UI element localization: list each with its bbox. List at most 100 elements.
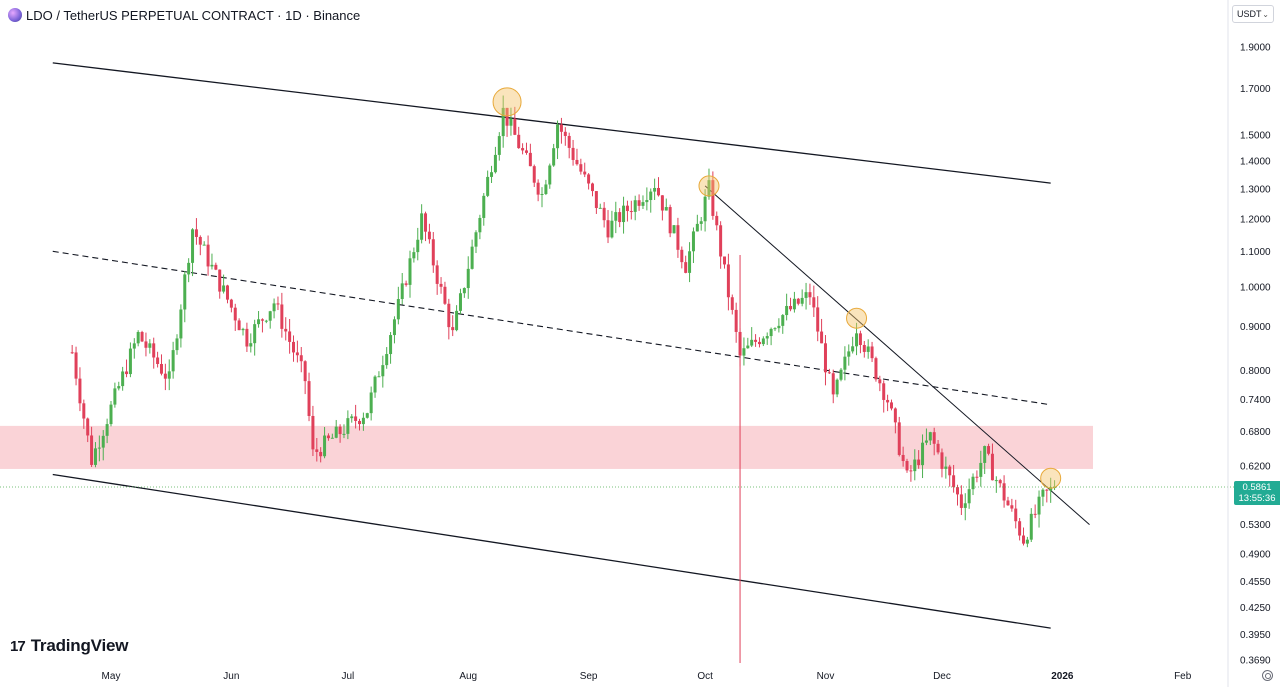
candle-body (144, 341, 148, 348)
price-tick-label: 0.7400 (1240, 395, 1271, 406)
candle-body (800, 297, 804, 304)
candle-body (734, 309, 738, 332)
candle-body (847, 351, 851, 357)
candle-body (843, 356, 847, 370)
mid-channel-line (52, 250, 1051, 406)
candle-body (889, 402, 893, 409)
candle-body (470, 246, 474, 269)
candle-body (870, 346, 874, 359)
candle-body (513, 118, 517, 135)
candle-body (924, 440, 928, 443)
candle-body (420, 213, 424, 240)
candle-body (789, 305, 793, 310)
candle-body (517, 134, 521, 149)
candle-body (757, 341, 761, 345)
candle-body (74, 352, 78, 379)
candle-body (633, 200, 637, 212)
candle-body (618, 212, 622, 223)
candle-body (971, 476, 975, 490)
candle-body (443, 286, 447, 304)
candle-body (835, 379, 839, 395)
candle-body (416, 239, 420, 253)
candle-body (447, 303, 451, 328)
candle-body (777, 325, 781, 329)
lower-channel-line (52, 473, 1051, 629)
candle-body (505, 107, 509, 126)
candle-body (159, 363, 163, 374)
candle-body (587, 174, 591, 184)
settings-icon[interactable] (1262, 670, 1273, 681)
candle-body (987, 446, 991, 454)
candle-body (163, 373, 167, 379)
last-price-tag: 0.5861 13:55:36 (1234, 481, 1280, 505)
candle-body (237, 320, 241, 331)
candle-body (590, 183, 594, 192)
candle-body (125, 371, 129, 375)
candle-body (831, 373, 835, 395)
candle-body (350, 416, 354, 419)
upper-channel-line (52, 62, 1051, 184)
candle-body (210, 264, 214, 267)
candle-body (695, 223, 699, 232)
candle-body (816, 307, 820, 332)
candle-body (684, 262, 688, 273)
candle-body (773, 328, 777, 330)
candle-body (823, 343, 827, 373)
candle-body (901, 454, 905, 462)
candle-body (346, 418, 350, 434)
time-tick-label: Oct (697, 671, 713, 682)
price-tick-label: 1.7000 (1240, 84, 1271, 95)
candle-body (97, 447, 101, 449)
candle-body (866, 346, 870, 352)
candle-body (361, 417, 365, 425)
currency-selector[interactable]: USDT ⌄ (1232, 5, 1274, 23)
candle-body (264, 320, 268, 322)
candle-body (222, 285, 226, 292)
candle-body (967, 489, 971, 504)
price-tick-label: 1.2000 (1240, 214, 1271, 225)
time-tick-label: Feb (1174, 671, 1192, 682)
highlight-circle (492, 87, 522, 117)
candle-body (808, 292, 812, 298)
candle-body (439, 283, 443, 287)
candle-body (214, 264, 218, 270)
candle-body (1014, 508, 1018, 522)
price-tick-label: 1.5000 (1240, 131, 1271, 142)
price-tick-label: 0.8000 (1240, 366, 1271, 377)
candle-body (1018, 521, 1022, 536)
candle-body (342, 433, 346, 435)
candle-body (948, 466, 952, 476)
candle-body (136, 331, 140, 344)
candle-body (827, 372, 831, 374)
candle-body (245, 328, 249, 347)
candle-body (882, 383, 886, 400)
candle-body (462, 288, 466, 294)
price-tick-label: 1.4000 (1240, 157, 1271, 168)
candle-body (381, 365, 385, 377)
candle-body (936, 443, 940, 453)
candle-body (148, 343, 152, 348)
candle-body (257, 319, 261, 325)
candle-body (944, 466, 948, 469)
candle-body (509, 118, 513, 126)
candle-body (909, 470, 913, 472)
candle-body (171, 350, 175, 372)
candle-body (750, 339, 754, 346)
candle-body (70, 352, 74, 354)
candle-body (998, 480, 1002, 484)
time-tick-label: Aug (459, 671, 477, 682)
candle-body (427, 231, 431, 240)
candle-body (101, 435, 105, 448)
candle-body (466, 268, 470, 289)
candle-body (377, 376, 381, 378)
candle-body (90, 435, 94, 465)
time-tick-label: Nov (817, 671, 835, 682)
price-tick-label: 1.3000 (1240, 184, 1271, 195)
candle-body (260, 319, 264, 321)
candle-body (113, 388, 117, 405)
price-tick-label: 0.9000 (1240, 322, 1271, 333)
candle-body (183, 274, 187, 310)
candle-body (594, 191, 598, 209)
candle-body (905, 461, 909, 471)
